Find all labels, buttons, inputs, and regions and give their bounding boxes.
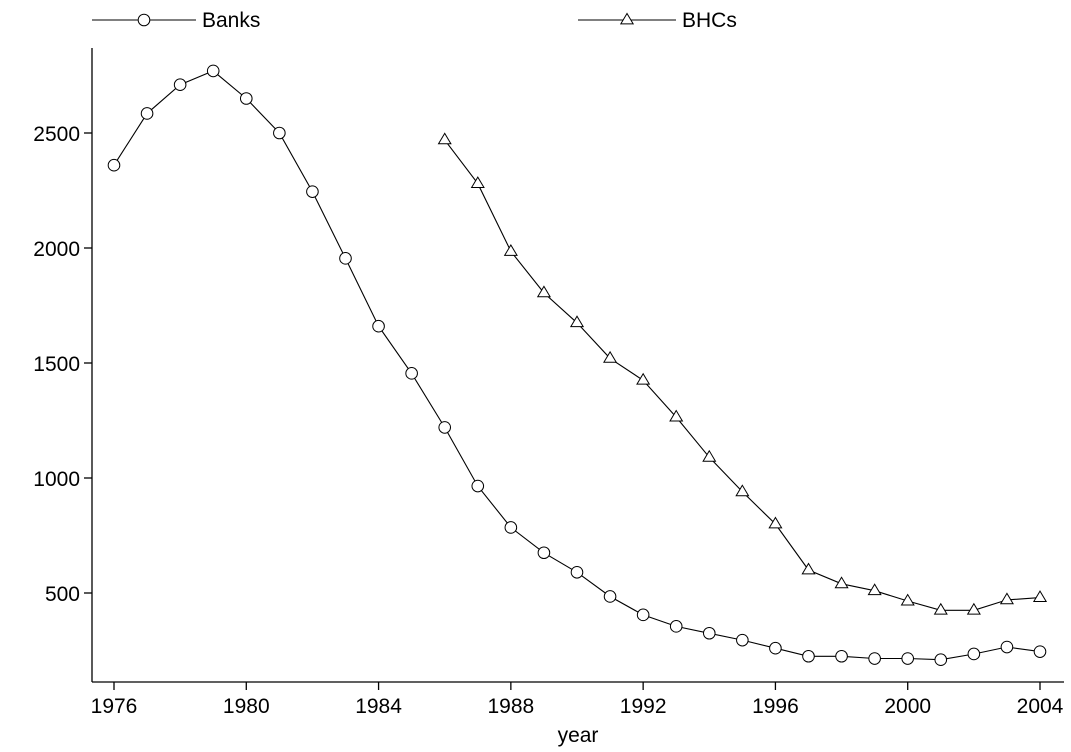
data-point-banks: [1033, 645, 1047, 658]
data-point-bhcs: [470, 176, 485, 188]
x-tick-label: 2000: [884, 695, 931, 718]
data-point-banks: [868, 652, 881, 665]
data-point-banks: [438, 421, 452, 434]
legend-label-bhcs: BHCs: [682, 9, 737, 32]
y-tick-label: 500: [45, 583, 80, 606]
data-point-banks: [967, 647, 981, 661]
data-point-bhcs: [966, 602, 981, 615]
data-point-bhcs: [536, 285, 551, 298]
data-point-banks: [835, 649, 848, 663]
data-point-bhcs: [702, 449, 717, 462]
x-tick-label: 1996: [752, 695, 799, 718]
data-point-banks: [537, 546, 551, 560]
data-point-bhcs: [801, 562, 816, 575]
legend-item-banks: Banks: [92, 9, 260, 32]
legend-marker-banks: [137, 13, 151, 27]
data-point-banks: [372, 319, 385, 333]
data-point-bhcs: [669, 409, 684, 422]
data-point-banks: [504, 521, 518, 534]
data-point-banks: [405, 367, 418, 380]
data-point-bhcs: [735, 484, 750, 497]
data-point-banks: [471, 479, 485, 493]
y-tick-label: 1000: [33, 468, 80, 491]
ticks: 1976 1980 1984 1988 1992 1996 2000 2004 500 1000 1…: [33, 123, 1063, 718]
data-point-banks: [173, 78, 187, 91]
x-tick-label: 1988: [487, 695, 534, 718]
x-tick-label: 1976: [91, 695, 138, 718]
data-point-bhcs: [636, 372, 651, 385]
data-point-banks: [901, 652, 915, 665]
data-point-bhcs: [603, 350, 618, 363]
legend-label-banks: Banks: [202, 9, 260, 32]
y-tick-label: 2000: [33, 238, 80, 261]
data-point-bhcs: [999, 592, 1014, 605]
legend-item-bhcs: BHCs: [578, 9, 737, 32]
legend: Banks BHCs: [92, 9, 737, 32]
data-point-banks: [570, 566, 584, 579]
data-point-bhcs: [867, 583, 882, 596]
plot-area: [107, 64, 1048, 667]
data-point-banks: [669, 620, 683, 633]
x-axis-title: year: [558, 724, 599, 747]
x-tick-label: 1980: [223, 695, 270, 718]
legend-marker-bhcs: [619, 12, 635, 25]
data-point-banks: [140, 107, 154, 120]
series-line-bhcs: [444, 139, 1041, 611]
data-point-banks: [339, 252, 352, 265]
data-point-banks: [239, 92, 253, 105]
data-point-banks: [306, 185, 319, 198]
x-tick-label: 1992: [620, 695, 667, 718]
data-point-banks: [273, 126, 286, 140]
data-point-banks: [1000, 640, 1014, 654]
axes: [91, 48, 1064, 683]
data-point-banks: [636, 608, 650, 622]
data-point-banks: [702, 626, 716, 640]
data-point-bhcs: [503, 243, 518, 256]
data-point-bhcs: [437, 132, 452, 145]
data-point-bhcs: [1032, 590, 1048, 602]
data-point-bhcs: [933, 602, 948, 615]
data-point-banks: [802, 649, 815, 663]
x-tick-label: 2004: [1017, 695, 1064, 718]
y-tick-label: 1500: [33, 353, 80, 376]
data-point-bhcs: [569, 315, 585, 328]
data-point-banks: [736, 633, 749, 647]
y-tick-label: 2500: [33, 123, 80, 146]
data-point-banks: [934, 653, 948, 667]
data-point-bhcs: [768, 516, 783, 529]
data-point-banks: [603, 590, 617, 603]
data-point-banks: [769, 641, 782, 655]
x-tick-label: 1984: [355, 695, 402, 718]
data-point-bhcs: [834, 576, 849, 589]
data-point-banks: [107, 158, 121, 172]
data-point-banks: [206, 64, 220, 78]
data-point-bhcs: [900, 593, 915, 606]
